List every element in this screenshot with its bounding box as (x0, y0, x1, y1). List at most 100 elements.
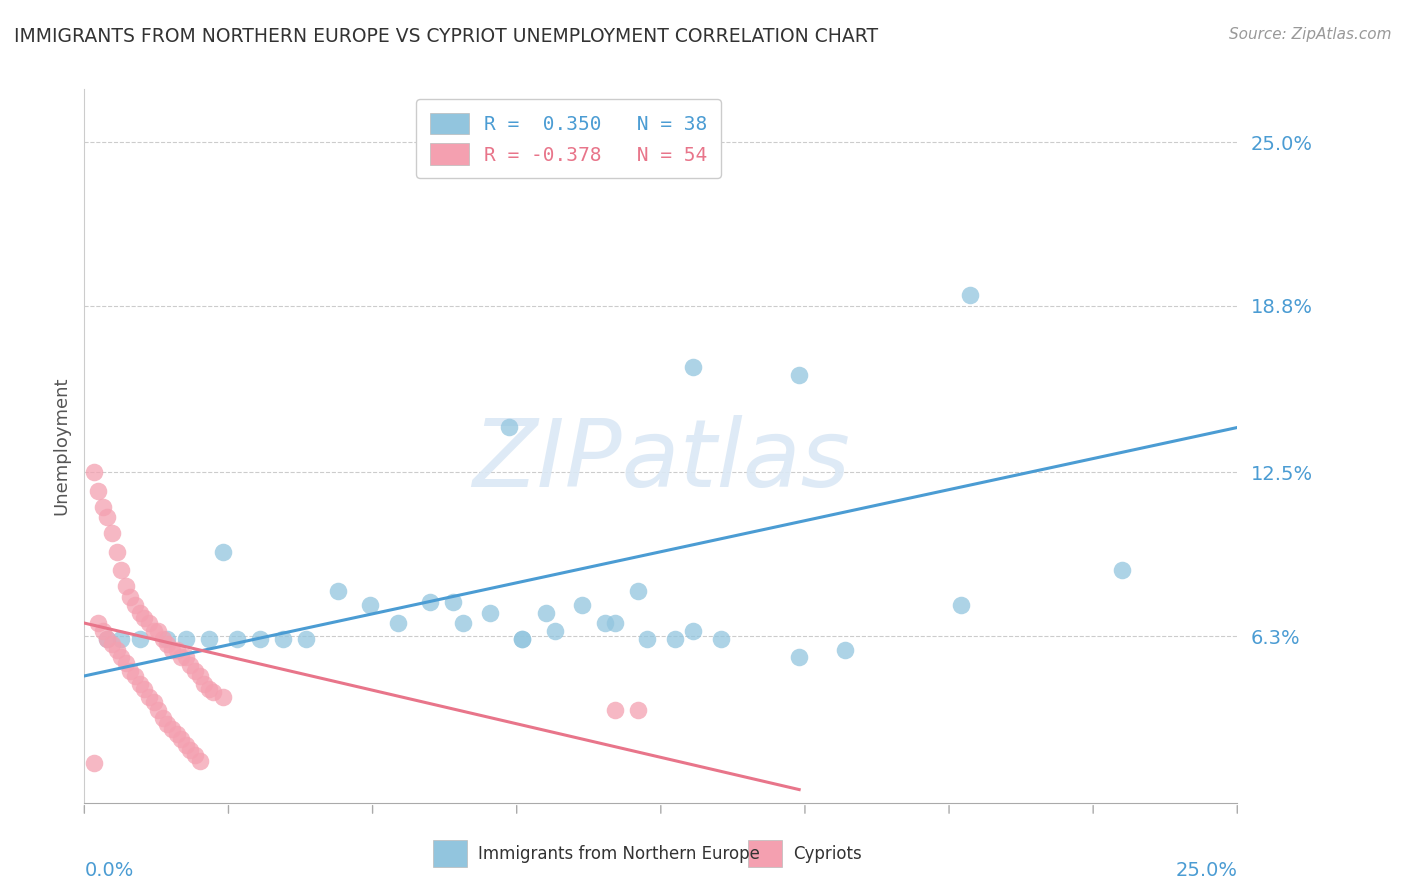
Point (512, 632, 534, 646)
Point (441, 595, 464, 609)
Point (174, 632, 197, 646)
Point (134, 682, 156, 697)
Bar (748, 840, 782, 867)
Point (603, 616, 626, 631)
Point (603, 703, 626, 717)
Point (87, 616, 110, 631)
Text: Immigrants from Northern Europe: Immigrants from Northern Europe (478, 845, 759, 863)
Text: Cypriots: Cypriots (793, 845, 862, 863)
Point (160, 722, 183, 736)
Bar (433, 840, 467, 867)
Point (787, 650, 810, 665)
Point (128, 606, 150, 620)
Point (138, 616, 160, 631)
Point (179, 743, 201, 757)
Point (115, 579, 138, 593)
Point (174, 650, 197, 665)
Point (834, 642, 856, 657)
Point (451, 616, 474, 631)
Text: IMMIGRANTS FROM NORTHERN EUROPE VS CYPRIOT UNEMPLOYMENT CORRELATION CHART: IMMIGRANTS FROM NORTHERN EUROPE VS CYPRI… (14, 27, 879, 45)
Point (115, 656, 138, 670)
Point (627, 703, 650, 717)
Point (146, 624, 169, 638)
Point (664, 632, 686, 646)
Point (479, 606, 502, 620)
Point (105, 642, 128, 657)
Point (211, 545, 233, 559)
Point (949, 598, 972, 612)
Point (166, 642, 188, 657)
Point (142, 624, 165, 638)
Point (193, 677, 215, 691)
Point (710, 632, 733, 646)
Point (101, 637, 124, 651)
Point (170, 650, 193, 665)
Point (627, 584, 650, 599)
Point (156, 637, 179, 651)
Point (249, 632, 271, 646)
Y-axis label: Unemployment: Unemployment (52, 376, 70, 516)
Point (142, 695, 165, 709)
Point (179, 658, 201, 673)
Point (124, 669, 146, 683)
Text: 0.0%: 0.0% (84, 861, 134, 880)
Point (225, 632, 247, 646)
Point (128, 632, 150, 646)
Text: 25.0%: 25.0% (1175, 861, 1237, 880)
Point (101, 526, 124, 541)
Text: ZIPatlas: ZIPatlas (472, 415, 849, 506)
Point (110, 632, 132, 646)
Point (211, 690, 233, 704)
Point (128, 677, 150, 691)
Point (96, 632, 118, 646)
Point (595, 616, 617, 631)
Point (96, 632, 118, 646)
Point (120, 590, 142, 604)
Point (110, 650, 132, 665)
Point (498, 420, 520, 434)
Point (419, 595, 441, 609)
Point (83, 756, 105, 771)
Point (534, 606, 557, 620)
Point (184, 664, 207, 678)
Point (682, 359, 704, 374)
Point (959, 288, 981, 302)
Point (160, 642, 183, 657)
Point (188, 669, 211, 683)
Text: Source: ZipAtlas.com: Source: ZipAtlas.com (1229, 27, 1392, 42)
Point (787, 368, 810, 382)
Point (202, 685, 225, 699)
Point (571, 598, 593, 612)
Point (184, 748, 207, 763)
Point (146, 703, 169, 717)
Point (166, 727, 188, 741)
Point (359, 598, 381, 612)
Point (198, 682, 221, 697)
Point (110, 563, 132, 577)
Point (120, 664, 142, 678)
Point (156, 632, 179, 646)
Point (682, 624, 704, 638)
Point (387, 616, 409, 631)
Point (152, 632, 174, 646)
Point (156, 716, 179, 731)
Point (87, 483, 110, 498)
Legend: R =  0.350   N = 38, R = -0.378   N = 54: R = 0.350 N = 38, R = -0.378 N = 54 (416, 99, 721, 178)
Point (91, 500, 114, 514)
Point (271, 632, 294, 646)
Point (326, 584, 349, 599)
Point (512, 632, 534, 646)
Point (188, 754, 211, 768)
Point (83, 466, 105, 480)
Point (91, 624, 114, 638)
Point (198, 632, 221, 646)
Point (294, 632, 316, 646)
Point (170, 732, 193, 747)
Point (134, 611, 156, 625)
Point (1111, 563, 1133, 577)
Point (174, 738, 197, 752)
Point (96, 510, 118, 524)
Point (544, 624, 567, 638)
Point (105, 545, 128, 559)
Point (138, 690, 160, 704)
